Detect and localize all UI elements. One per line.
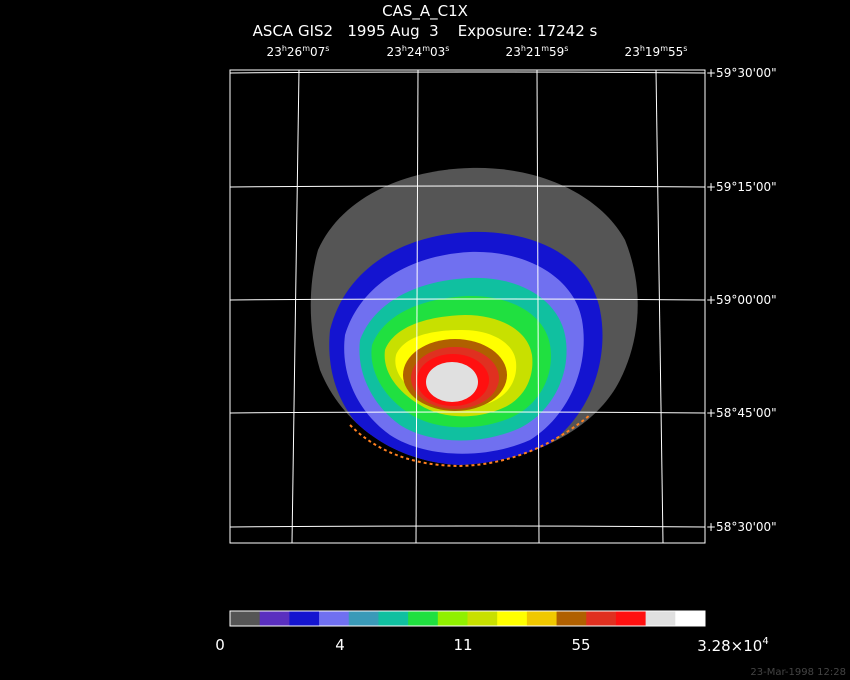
colorbar-segment — [467, 611, 498, 626]
ra-label-1: 23h26m07s — [266, 44, 330, 59]
colorbar-tick-0: 0 — [215, 636, 225, 654]
timestamp: 23-Mar-1998 12:28 — [750, 667, 846, 678]
coordinate-grid — [229, 69, 706, 544]
colorbar-segment — [408, 611, 439, 626]
colorbar-segment — [526, 611, 558, 626]
dec-label-5: +58°30'00" — [706, 520, 777, 534]
ra-label-4: 23h19m55s — [624, 44, 688, 59]
colorbar-segment — [645, 611, 676, 626]
dec-label-2: +59°15'00" — [706, 180, 777, 194]
colorbar-segment — [675, 611, 706, 626]
colorbar-frame — [229, 610, 706, 627]
colorbar-segment — [437, 611, 468, 626]
instrument-label: ASCA GIS2 — [252, 22, 334, 40]
dec-label-1: +59°30'00" — [706, 66, 777, 80]
colorbar-segment — [230, 611, 261, 626]
colorbar-tick-11: 11 — [453, 636, 473, 654]
object-title: CAS_A_C1X — [382, 2, 468, 20]
colorbar-tick-max: 3.28×104 — [697, 636, 769, 655]
colorbar-segment — [348, 611, 379, 626]
colorbar-segment — [586, 611, 617, 626]
colorbar-segment — [289, 611, 320, 626]
colorbar-segment — [259, 611, 290, 626]
colorbar — [230, 611, 706, 626]
exposure-label: Exposure: 17242 s — [457, 22, 598, 40]
observation-subtitle: ASCA GIS2 1995 Aug 3 Exposure: 17242 s — [0, 22, 850, 40]
xray-emission — [310, 167, 638, 465]
dec-label-4: +58°45'00" — [706, 406, 777, 420]
colorbar-segment — [615, 611, 647, 626]
colorbar-segment — [497, 611, 528, 626]
colorbar-segment — [556, 611, 587, 626]
colorbar-tick-4: 4 — [335, 636, 345, 654]
colorbar-segment — [319, 611, 350, 626]
plot-frame — [229, 69, 706, 544]
ra-label-2: 23h24m03s — [386, 44, 450, 59]
fov-edge — [349, 414, 591, 468]
dec-label-3: +59°00'00" — [706, 293, 777, 307]
colorbar-tick-55: 55 — [571, 636, 591, 654]
ra-label-3: 23h21m59s — [505, 44, 569, 59]
colorbar-segment — [378, 611, 409, 626]
date-label: 1995 Aug 3 — [347, 22, 439, 40]
